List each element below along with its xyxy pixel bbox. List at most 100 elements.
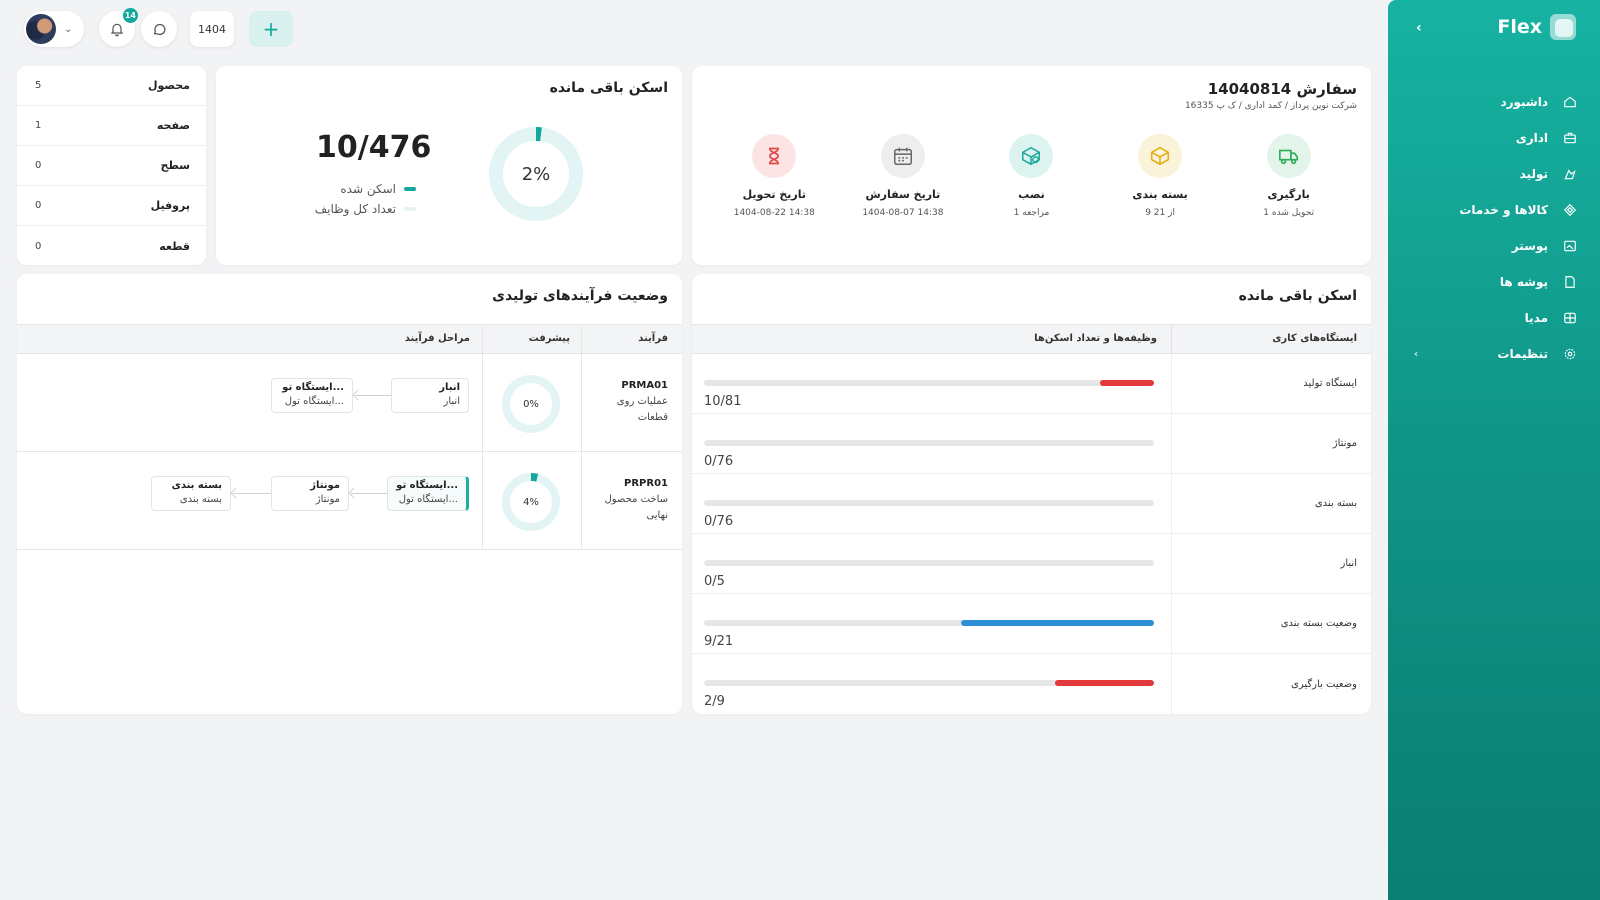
process-step[interactable]: انبار انبار	[391, 378, 469, 413]
donut-arc	[502, 473, 560, 531]
legend-total: تعداد کل وظایف	[296, 202, 416, 216]
process-code: PRMA01	[621, 380, 668, 391]
count-label: سطح	[160, 159, 190, 172]
bell-icon	[110, 23, 124, 37]
milestone-value: 1404-08-22 14:38	[733, 208, 815, 218]
count-row: 1 صفحه	[17, 106, 206, 146]
table-row: بسته بندی 0/76	[692, 474, 1371, 534]
scan-summary-title: اسکن باقی مانده	[549, 80, 668, 96]
column-divider	[482, 325, 483, 353]
year-selector[interactable]: 1404	[190, 11, 234, 47]
sidebar-item-goods-services[interactable]: کالاها و خدمات	[1408, 192, 1578, 228]
milestone-label: بسته بندی	[1132, 188, 1188, 201]
step-subtitle: بسته بندی	[179, 494, 222, 505]
legend-scanned: اسکن شده	[296, 182, 416, 196]
scan-count: 10/476	[316, 130, 432, 165]
process-progress-donut: 4%	[501, 472, 561, 532]
top-bar: ⌄ 14 1404 +	[0, 0, 1385, 60]
folder-icon	[1562, 274, 1578, 290]
milestone-installation: نصب 1 مراجعه	[971, 134, 1091, 218]
count-value: 0	[35, 160, 42, 171]
sidebar-item-label: پوستر	[1511, 239, 1548, 253]
process-description: عملیات روی قطعات	[616, 396, 668, 423]
milestone-label: تاریخ تحویل	[742, 188, 806, 201]
table-row: انبار 0/5	[692, 534, 1371, 594]
order-subtitle: شرکت نوین پرداز / کمد اداری / ک پ 16335	[1184, 101, 1357, 111]
progress-bar	[704, 680, 1154, 686]
avatar[interactable]	[26, 14, 56, 44]
count-row: 0 سطح	[17, 146, 206, 186]
step-title: مونتاژ	[310, 480, 340, 491]
progress-bar	[704, 620, 1154, 626]
step-title: بسته بندی	[171, 480, 222, 491]
table-row: ایستگاه تولید 10/81	[692, 354, 1371, 414]
chevron-left-icon[interactable]: ‹	[1414, 348, 1419, 360]
step-subtitle: انبار	[443, 396, 460, 407]
arrow-left-icon	[233, 493, 271, 494]
add-button[interactable]: +	[249, 11, 293, 47]
milestone-delivery-date: تاریخ تحویل 1404-08-22 14:38	[714, 134, 834, 218]
process-step[interactable]: ایستگاه تو... ایستگاه تول...	[271, 378, 353, 413]
milestone-label: بارگیری	[1267, 188, 1310, 201]
sidebar-item-media[interactable]: مدیا	[1408, 300, 1578, 336]
sidebar-item-office[interactable]: اداری	[1408, 120, 1578, 156]
arrow-left-icon	[355, 395, 391, 396]
sidebar-item-label: تولید	[1519, 167, 1548, 181]
count-row: 0 قطعه	[17, 226, 206, 265]
arrow-left-icon	[351, 493, 387, 494]
sidebar: ‹ Flex داشبورد اداری تولید کالاها و خدما…	[1388, 0, 1600, 900]
briefcase-icon	[1562, 130, 1578, 146]
station-value: 0/76	[704, 514, 734, 529]
station-value: 0/5	[704, 574, 725, 589]
sidebar-item-dashboard[interactable]: داشبورد	[1408, 84, 1578, 120]
legend-label: تعداد کل وظایف	[314, 202, 396, 216]
chevron-down-icon[interactable]: ⌄	[64, 23, 73, 35]
scan-donut-chart: 2%	[486, 124, 586, 224]
column-divider	[581, 325, 582, 353]
process-step-active[interactable]: ایستگاه تو... ایستگاه تول...	[387, 476, 469, 511]
package-icon	[1138, 134, 1183, 178]
progress-fill	[1100, 380, 1154, 386]
hourglass-icon	[752, 134, 797, 178]
legend-swatch	[404, 207, 416, 211]
milestone-label: تاریخ سفارش	[865, 188, 941, 201]
processes-card: وضعیت فرآیندهای تولیدی فرآیند پیشرفت مرا…	[17, 274, 682, 714]
image-icon	[1562, 238, 1578, 254]
progress-bar	[704, 380, 1154, 386]
column-divider	[581, 452, 582, 549]
process-step[interactable]: بسته بندی بسته بندی	[151, 476, 231, 511]
order-title: سفارش 14040814	[1207, 80, 1357, 98]
user-menu[interactable]: ⌄	[24, 11, 84, 47]
process-progress-label: 0%	[523, 398, 539, 410]
count-value: 0	[35, 200, 42, 211]
sidebar-item-label: مدیا	[1524, 311, 1548, 325]
notifications-button[interactable]: 14	[99, 8, 138, 47]
count-label: صفحه	[156, 119, 190, 132]
legend-label: اسکن شده	[340, 182, 396, 196]
progress-bar	[704, 440, 1154, 446]
count-value: 5	[35, 80, 42, 91]
sidebar-item-label: کالاها و خدمات	[1459, 203, 1548, 217]
chat-button[interactable]	[141, 11, 177, 47]
col-process: فرآیند	[638, 333, 668, 344]
donut-track	[502, 375, 560, 433]
sidebar-collapse-chevron-icon[interactable]: ‹	[1416, 20, 1422, 36]
counts-card: 5 محصول 1 صفحه 0 سطح 0 پروفیل 0 قطعه	[17, 66, 206, 265]
count-label: قطعه	[159, 239, 190, 253]
processes-title: وضعیت فرآیندهای تولیدی	[492, 288, 668, 304]
logo: Flex	[1497, 14, 1576, 40]
sidebar-item-poster[interactable]: پوستر	[1408, 228, 1578, 264]
sidebar-item-folders[interactable]: پوشه ها	[1408, 264, 1578, 300]
col-station: ایستگاه‌های کاری	[1171, 325, 1371, 353]
sidebar-item-settings[interactable]: ‹ تنظیمات	[1408, 336, 1578, 372]
milestone-value: 9 از 21	[1145, 208, 1175, 218]
progress-fill	[960, 620, 1154, 626]
count-row: 5 محصول	[17, 66, 206, 106]
table-row: مونتاژ 0/76	[692, 414, 1371, 474]
workstations-card: اسکن باقی مانده وظیفه‌ها و تعداد اسکن‌ها…	[692, 274, 1371, 714]
sidebar-item-label: داشبورد	[1500, 95, 1548, 109]
station-name: وضعیت بسته بندی	[1171, 594, 1371, 653]
process-step[interactable]: مونتاژ مونتاژ	[271, 476, 349, 511]
sidebar-item-production[interactable]: تولید	[1408, 156, 1578, 192]
milestone-loading: بارگیری 1 تحویل شده	[1229, 134, 1349, 218]
